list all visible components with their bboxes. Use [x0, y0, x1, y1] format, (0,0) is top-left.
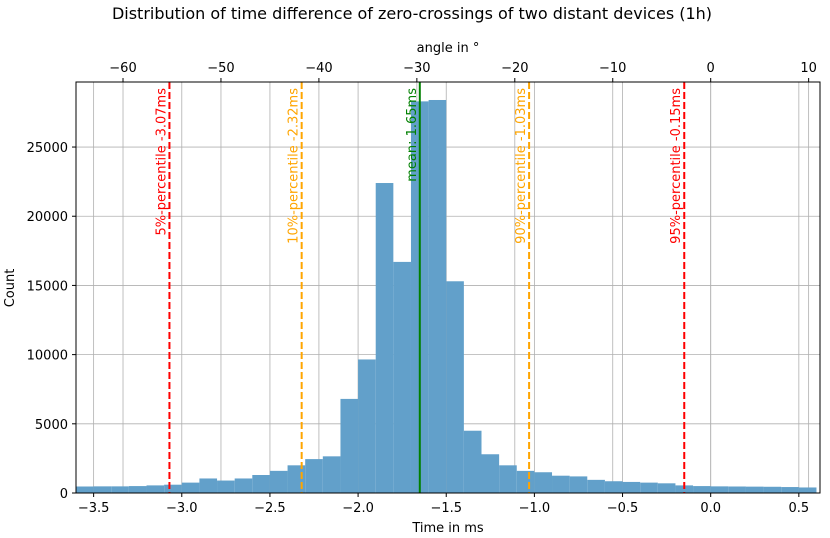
histogram-bar: [164, 484, 182, 493]
histogram-bar: [322, 456, 341, 493]
histogram-bar: [604, 481, 623, 493]
x-tick-label: −1.0: [519, 501, 551, 516]
histogram-bar: [569, 476, 588, 493]
marker-label: 5%-percentile -3.07ms: [154, 88, 169, 236]
chart-title: Distribution of time difference of zero-…: [112, 4, 712, 23]
histogram-bar: [146, 485, 165, 493]
histogram-bar: [622, 481, 641, 493]
histogram-bar: [393, 261, 411, 493]
histogram-bar: [640, 482, 658, 493]
marker-label: 10%-percentile -2.32ms: [287, 88, 302, 244]
histogram-bar: [111, 486, 129, 493]
histogram-bar: [446, 281, 464, 493]
top-axis-label: angle in °: [417, 41, 480, 56]
marker-label: mean: 1.65ms: [405, 88, 420, 182]
histogram-bar: [93, 486, 112, 493]
y-tick-label: 0: [60, 487, 68, 502]
histogram-bar: [798, 487, 817, 493]
histogram-bar: [728, 486, 746, 493]
marker-lines-layer: 5%-percentile -3.07ms 10%-percentile -2.3…: [154, 82, 686, 493]
histogram-bar: [358, 359, 376, 493]
histogram-bar: [375, 183, 394, 493]
y-tick-label: 10000: [27, 349, 68, 364]
top-tick-label: −20: [501, 61, 528, 76]
marker-label: 95%-percentile -0.15ms: [669, 88, 684, 244]
histogram-bar: [199, 478, 218, 493]
bars-layer: [76, 99, 817, 494]
x-tick-label: 0.5: [788, 501, 809, 516]
histogram-bar: [552, 475, 570, 493]
top-tick-label: −50: [207, 61, 234, 76]
x-tick-label: −2.0: [342, 501, 374, 516]
x-tick-label: −2.5: [254, 501, 286, 516]
histogram-bar: [128, 486, 147, 493]
marker-label: 90%-percentile -1.03ms: [514, 88, 529, 244]
x-tick-label: −0.5: [607, 501, 639, 516]
x-axis-label: Time in ms: [411, 521, 484, 536]
x-tick-label: 0.0: [700, 501, 721, 516]
histogram-bar: [463, 430, 482, 493]
histogram-bar: [516, 470, 535, 493]
histogram-bar: [763, 486, 782, 493]
histogram-bar: [499, 465, 517, 493]
top-tick-label: −10: [599, 61, 626, 76]
histogram-bar: [340, 398, 359, 493]
histogram-bar: [534, 472, 553, 493]
histogram-bar: [252, 475, 270, 493]
x-tick-label: −3.5: [78, 501, 110, 516]
top-tick-label: 0: [707, 61, 715, 76]
histogram-bar: [587, 479, 605, 493]
plot-frame: [75, 81, 821, 494]
histogram-bar: [710, 486, 729, 493]
y-tick-label: 5000: [35, 418, 68, 433]
ticks-layer: −3.5 −3.0 −2.5 −2.0 −1.5 −1.0 −0.5 0.0 0.5 0 5000 1…: [27, 61, 817, 516]
histogram-bar: [428, 99, 447, 493]
histogram-bar: [481, 454, 500, 493]
top-tick-label: −40: [305, 61, 332, 76]
histogram-bar: [675, 485, 694, 493]
y-tick-label: 15000: [27, 279, 68, 294]
histogram-bar: [781, 487, 799, 493]
histogram-bar: [305, 459, 323, 493]
histogram-bar: [181, 482, 200, 493]
histogram-bar: [657, 483, 676, 493]
top-tick-label: −60: [109, 61, 136, 76]
histogram-bar: [693, 486, 711, 493]
y-axis-label: Count: [3, 269, 18, 308]
histogram-bar: [217, 480, 235, 493]
histogram-bar: [76, 486, 94, 493]
x-tick-label: −1.5: [430, 501, 462, 516]
y-tick-label: 25000: [27, 141, 68, 156]
histogram-bar: [745, 486, 764, 493]
top-tick-label: 10: [800, 61, 817, 76]
histogram-bar: [269, 470, 288, 493]
x-tick-label: −3.0: [166, 501, 198, 516]
y-tick-label: 20000: [27, 210, 68, 225]
top-tick-label: −30: [403, 61, 430, 76]
histogram-bar: [234, 478, 253, 493]
